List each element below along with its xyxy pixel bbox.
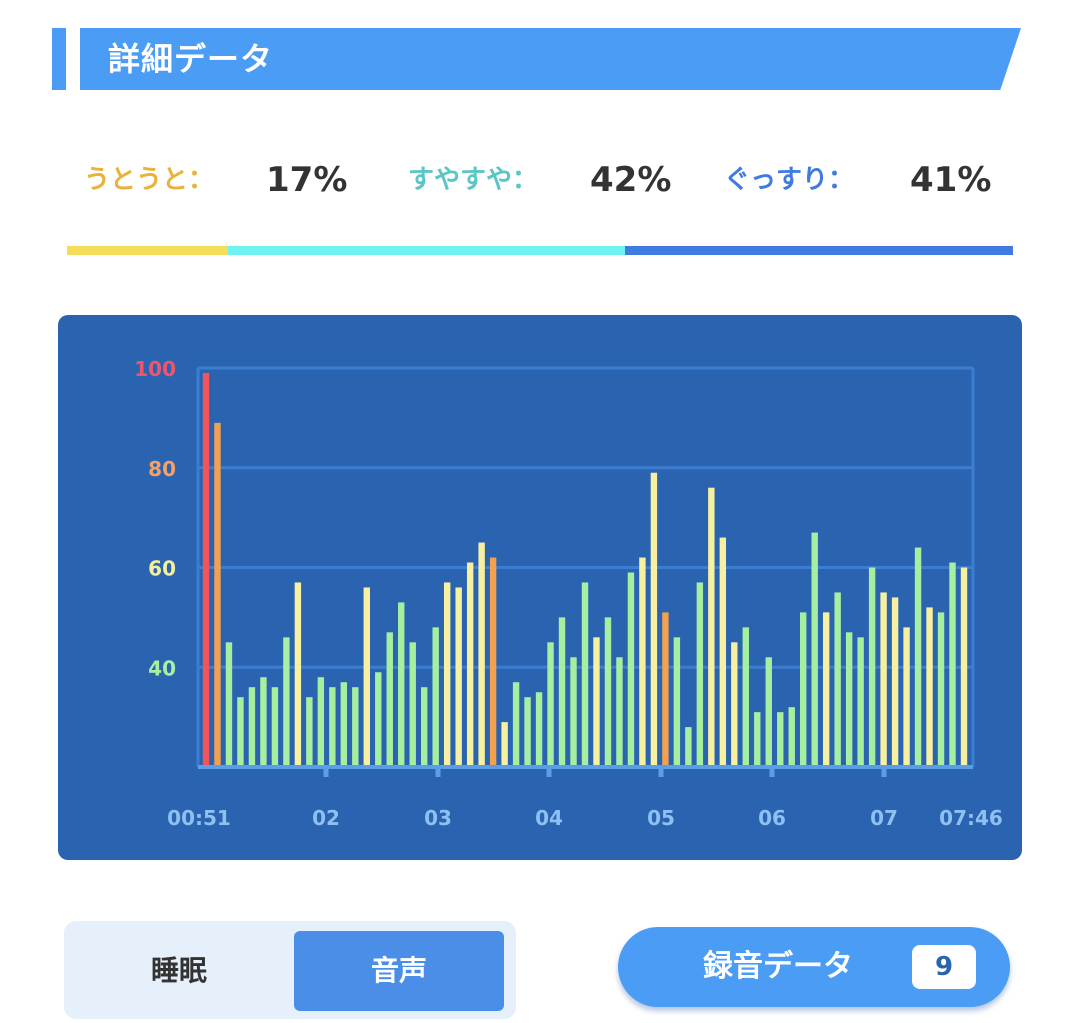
bar xyxy=(283,637,290,767)
header-accent xyxy=(52,28,66,90)
bar xyxy=(248,687,256,767)
bar xyxy=(616,657,623,767)
bar xyxy=(398,602,405,767)
stat-value-normal: 42% xyxy=(590,160,672,200)
ratio-segment-normal xyxy=(227,246,626,255)
bar xyxy=(834,592,841,767)
bar xyxy=(811,532,818,767)
bar xyxy=(788,707,795,767)
bar xyxy=(777,712,784,767)
bar xyxy=(317,677,325,767)
bar xyxy=(294,582,302,767)
bar xyxy=(340,682,348,767)
bar xyxy=(845,632,853,767)
bar xyxy=(237,697,244,767)
section-title: 詳細データ xyxy=(108,40,274,78)
bar xyxy=(409,642,416,767)
bar xyxy=(443,582,451,767)
bar xyxy=(202,372,210,767)
stat-label-normal: すやすや： xyxy=(408,165,539,195)
tab-sound[interactable]: 音声 xyxy=(294,931,504,1011)
bar xyxy=(673,637,681,767)
bar xyxy=(489,557,497,767)
stat-label-light: うとうと： xyxy=(84,165,215,195)
bar xyxy=(375,672,382,767)
y-tick-label: 80 xyxy=(148,457,176,481)
bar xyxy=(731,642,738,767)
bar xyxy=(627,572,635,767)
bar xyxy=(857,637,864,767)
bar xyxy=(604,617,612,767)
bar xyxy=(903,627,910,767)
x-tick-label: 04 xyxy=(535,806,563,830)
bar xyxy=(225,642,233,767)
bar xyxy=(570,657,577,767)
bar xyxy=(937,612,945,767)
bar xyxy=(478,542,485,767)
bar xyxy=(421,687,428,767)
recording-count-badge: 9 xyxy=(912,945,976,989)
bar xyxy=(650,472,658,767)
ratio-segment-deep xyxy=(625,246,1013,255)
tab-sleep[interactable]: 睡眠 xyxy=(150,954,207,987)
bar xyxy=(822,612,830,767)
bar xyxy=(800,612,807,767)
stat-value-deep: 41% xyxy=(910,160,992,200)
bar xyxy=(719,537,727,767)
bar xyxy=(466,562,474,767)
y-tick-label: 60 xyxy=(148,557,176,581)
y-tick-label: 40 xyxy=(148,656,176,680)
x-tick-label: 05 xyxy=(647,806,675,830)
bar xyxy=(926,607,933,767)
x-tick-label: 03 xyxy=(424,806,452,830)
bar xyxy=(696,582,704,767)
bar xyxy=(960,567,968,767)
bar xyxy=(949,562,956,767)
bar xyxy=(880,592,887,767)
bar xyxy=(754,712,761,767)
y-tick-label: 100 xyxy=(134,357,176,381)
bar xyxy=(593,637,600,767)
bar xyxy=(455,587,462,767)
sleep-sound-chart: 100 80 60 40 00:51 02 03 04 05 06 07 07:46 xyxy=(134,357,1003,830)
bar xyxy=(535,692,543,767)
bar xyxy=(868,567,876,767)
bar xyxy=(352,687,359,767)
bar xyxy=(581,582,589,767)
bar xyxy=(329,687,336,767)
recording-data-button[interactable]: 録音データ 9 xyxy=(618,927,1010,1007)
bar xyxy=(512,682,520,767)
x-tick-label: 06 xyxy=(758,806,786,830)
x-tick-label: 07:46 xyxy=(939,806,1003,830)
bar xyxy=(214,422,221,767)
bar xyxy=(742,627,749,767)
bar xyxy=(260,677,267,767)
bar xyxy=(524,697,531,767)
bar xyxy=(662,612,669,767)
ratio-segment-light xyxy=(67,246,228,255)
bar xyxy=(271,687,279,767)
view-toggle: 睡眠 音声 xyxy=(64,921,516,1019)
chart-panel: 100 80 60 40 00:51 02 03 04 05 06 07 07:46 xyxy=(58,315,1022,860)
x-tick-label: 00:51 xyxy=(167,806,231,830)
stat-value-light: 17% xyxy=(266,160,348,200)
bar xyxy=(501,722,508,767)
bar xyxy=(685,727,692,767)
bar xyxy=(432,627,439,767)
bar xyxy=(708,487,715,767)
x-tick-label: 07 xyxy=(870,806,898,830)
bar xyxy=(765,657,772,767)
bar xyxy=(558,617,566,767)
recording-data-label: 録音データ xyxy=(703,949,853,984)
header-bar xyxy=(80,28,1021,90)
bar xyxy=(547,642,554,767)
bar xyxy=(891,597,899,767)
bar xyxy=(386,632,393,767)
stat-label-deep: ぐっすり： xyxy=(724,165,855,195)
bar xyxy=(639,557,646,767)
bar xyxy=(363,587,370,767)
x-tick-label: 02 xyxy=(312,806,340,830)
bar xyxy=(914,547,922,767)
bar xyxy=(306,697,313,767)
